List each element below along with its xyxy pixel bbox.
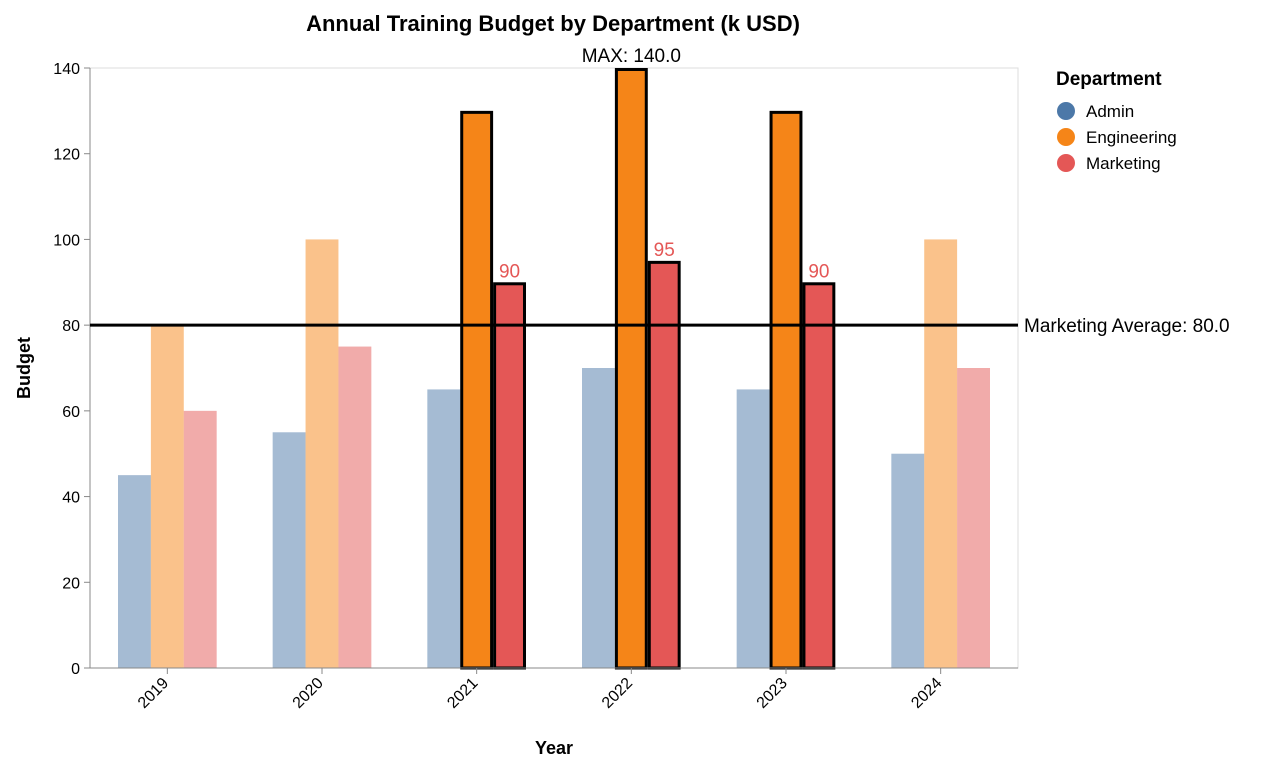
- legend-title: Department: [1056, 69, 1162, 90]
- x-tick-label: 2024: [908, 675, 945, 712]
- y-tick-label: 80: [62, 318, 80, 335]
- y-tick-label: 120: [53, 147, 80, 164]
- chart-title: Annual Training Budget by Department (k …: [306, 11, 800, 36]
- y-tick-label: 0: [71, 661, 80, 678]
- bar-marketing-2020: [338, 346, 372, 668]
- data-label-marketing-2022: 95: [654, 240, 675, 261]
- x-tick-label: 2022: [599, 675, 636, 712]
- y-tick-label: 40: [62, 490, 80, 507]
- y-tick-label: 140: [53, 61, 80, 78]
- bar-admin-2022: [582, 368, 615, 668]
- bars-layer: [118, 68, 990, 670]
- legend: Department Admin Engineering Marketing: [1056, 69, 1177, 173]
- legend-swatch-marketing: [1057, 154, 1075, 172]
- data-label-marketing-2021: 90: [499, 261, 520, 282]
- legend-label-engineering: Engineering: [1086, 128, 1177, 147]
- x-tick-label: 2020: [290, 675, 327, 712]
- bar-marketing-2022: [647, 260, 681, 670]
- plot-frame: [89, 67, 1019, 669]
- legend-swatch-admin: [1057, 102, 1075, 120]
- bar-engineering-2019: [150, 325, 184, 668]
- bar-marketing-2024: [957, 368, 990, 668]
- max-annotation: MAX: 140.0: [582, 46, 681, 67]
- bar-admin-2020: [272, 432, 306, 668]
- bar-marketing-2021: [493, 282, 527, 670]
- x-axis: 2019 2020 2021 2022 2023 2024: [90, 667, 1018, 712]
- bar-engineering-2024: [924, 239, 958, 668]
- bar-admin-2024: [891, 453, 925, 668]
- labels-layer: 90 95 90 MAX: 140.0: [499, 46, 829, 282]
- bar-engineering-2023: [769, 110, 803, 670]
- bar-engineering-2021: [460, 110, 494, 670]
- bar-admin-2019: [118, 475, 151, 668]
- bar-marketing-2019: [183, 410, 217, 668]
- legend-label-admin: Admin: [1086, 102, 1134, 121]
- reference-line-label: Marketing Average: 80.0: [1024, 316, 1230, 337]
- bar-engineering-2022: [614, 68, 648, 670]
- bar-marketing-2023: [802, 282, 836, 670]
- y-tick-label: 100: [53, 232, 80, 249]
- y-tick-label: 60: [62, 404, 80, 421]
- y-axis: 0 20 40 60 80 100 120 140: [53, 61, 91, 678]
- bar-engineering-2020: [305, 239, 339, 668]
- reference-layer: Marketing Average: 80.0: [90, 316, 1230, 337]
- y-axis-title: Budget: [14, 337, 34, 399]
- x-tick-label: 2023: [754, 675, 791, 712]
- x-tick-label: 2019: [135, 675, 172, 712]
- y-tick-label: 20: [62, 575, 80, 592]
- legend-swatch-engineering: [1057, 128, 1075, 146]
- x-tick-label: 2021: [444, 675, 481, 712]
- bar-admin-2023: [736, 389, 770, 668]
- bar-admin-2021: [427, 389, 461, 668]
- legend-label-marketing: Marketing: [1086, 154, 1161, 173]
- x-axis-title: Year: [535, 738, 573, 758]
- data-label-marketing-2023: 90: [808, 261, 829, 282]
